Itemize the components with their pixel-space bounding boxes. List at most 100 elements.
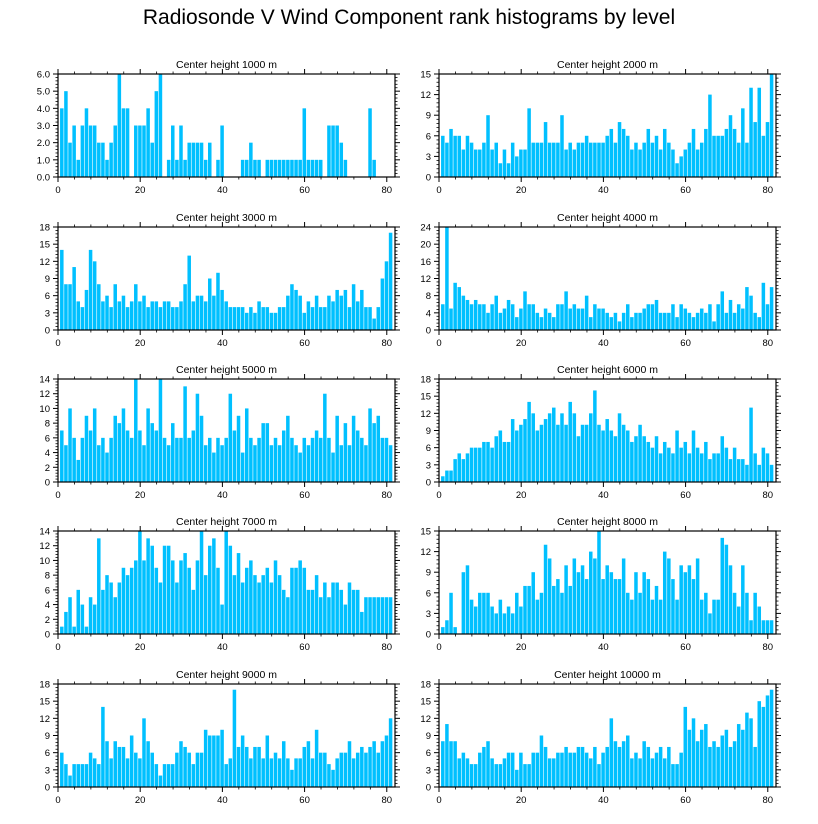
histogram-bar bbox=[277, 307, 282, 330]
y-tick-label: 12 bbox=[420, 409, 431, 420]
histogram-bar bbox=[212, 452, 216, 482]
x-tick-label: 40 bbox=[598, 490, 609, 501]
histogram-bar bbox=[80, 437, 85, 482]
histogram-bar bbox=[105, 159, 109, 177]
histogram-bar bbox=[281, 589, 286, 634]
histogram-bar bbox=[650, 758, 655, 787]
histogram-bar bbox=[76, 589, 81, 634]
histogram-bar bbox=[183, 386, 187, 482]
histogram-bar bbox=[527, 108, 531, 177]
histogram-bar bbox=[273, 560, 278, 634]
histogram-bar bbox=[510, 304, 515, 330]
histogram-bar bbox=[667, 746, 671, 787]
histogram-bar bbox=[724, 447, 729, 482]
histogram-bar bbox=[318, 437, 323, 482]
histogram-bar bbox=[527, 304, 531, 330]
histogram-bar bbox=[183, 553, 187, 634]
histogram-bar bbox=[134, 125, 138, 177]
histogram-bar bbox=[171, 423, 175, 482]
histogram-bar bbox=[269, 758, 274, 787]
histogram-bar bbox=[244, 746, 249, 787]
y-tick-label: 12 bbox=[39, 389, 50, 400]
histogram-bar bbox=[125, 575, 130, 634]
histogram-bar bbox=[183, 746, 187, 787]
y-tick-label: 3 bbox=[45, 765, 50, 776]
x-tick-label: 20 bbox=[135, 642, 146, 653]
histogram-bar bbox=[679, 156, 683, 177]
histogram-bar bbox=[162, 764, 167, 787]
histogram-bar bbox=[621, 128, 626, 177]
histogram-bar bbox=[712, 741, 716, 787]
histogram-bar bbox=[318, 159, 323, 177]
x-tick-label: 80 bbox=[762, 490, 773, 501]
histogram-bar bbox=[667, 558, 671, 634]
histogram-bar bbox=[109, 582, 113, 634]
histogram-bar bbox=[150, 423, 154, 482]
histogram-bar bbox=[654, 436, 659, 482]
histogram-bar bbox=[318, 752, 323, 787]
histogram-bar bbox=[179, 437, 183, 482]
histogram-bar bbox=[478, 447, 482, 482]
histogram-bar bbox=[724, 128, 729, 177]
histogram-bar bbox=[621, 558, 626, 634]
histogram-bar bbox=[597, 308, 601, 330]
histogram-bar bbox=[101, 706, 105, 787]
histogram-bar bbox=[331, 125, 335, 177]
x-tick-label: 80 bbox=[762, 795, 773, 806]
x-tick-label: 80 bbox=[381, 338, 392, 349]
histogram-bar bbox=[203, 445, 208, 482]
histogram-bar bbox=[376, 415, 381, 482]
histogram-bar bbox=[494, 613, 498, 634]
histogram-bar bbox=[129, 567, 134, 634]
histogram-bar bbox=[621, 312, 626, 330]
histogram-bar bbox=[465, 453, 470, 482]
histogram-bar bbox=[113, 597, 117, 634]
histogram-bar bbox=[244, 312, 249, 330]
histogram-bar bbox=[547, 312, 552, 330]
histogram-bar bbox=[244, 408, 249, 482]
y-tick-label: 12 bbox=[39, 714, 50, 725]
histogram-bar bbox=[380, 278, 385, 330]
histogram-bar bbox=[166, 159, 171, 177]
y-tick-label: 18 bbox=[420, 375, 431, 386]
histogram-bar bbox=[654, 752, 659, 787]
x-tick-label: 0 bbox=[55, 642, 60, 653]
histogram-bar bbox=[212, 295, 216, 330]
histogram-bar bbox=[364, 597, 368, 634]
histogram-bar bbox=[154, 567, 159, 634]
histogram-bar bbox=[609, 317, 614, 330]
histogram-bar bbox=[469, 447, 474, 482]
histogram-bar bbox=[679, 447, 683, 482]
histogram-bar bbox=[314, 575, 319, 634]
histogram-bar bbox=[613, 312, 618, 330]
histogram-bar bbox=[121, 108, 126, 177]
histogram-bar bbox=[347, 445, 352, 482]
histogram-bar bbox=[323, 307, 327, 330]
histogram-bar bbox=[749, 718, 753, 787]
y-tick-label: 12 bbox=[39, 541, 50, 552]
histogram-bar bbox=[150, 142, 154, 177]
x-tick-label: 40 bbox=[217, 490, 228, 501]
y-tick-label: 6 bbox=[426, 131, 431, 142]
histogram-bar bbox=[335, 582, 339, 634]
y-tick-label: 3 bbox=[45, 308, 50, 319]
histogram-bar bbox=[445, 227, 449, 330]
x-tick-label: 80 bbox=[762, 338, 773, 349]
histogram-bar bbox=[105, 575, 109, 634]
histogram-bar bbox=[150, 301, 154, 330]
histogram-bar bbox=[630, 317, 634, 330]
histogram-bar bbox=[732, 592, 737, 634]
x-tick-label: 40 bbox=[598, 642, 609, 653]
histogram-bar bbox=[535, 599, 540, 634]
histogram-bar bbox=[621, 424, 626, 482]
x-tick-label: 40 bbox=[217, 642, 228, 653]
histogram-bar bbox=[175, 752, 179, 787]
histogram-bar bbox=[625, 304, 630, 330]
histogram-bar bbox=[134, 560, 138, 634]
histogram-bar bbox=[453, 627, 457, 634]
histogram-bar bbox=[208, 142, 212, 177]
histogram-bar bbox=[683, 572, 688, 634]
histogram-bar bbox=[212, 538, 216, 634]
y-tick-label: 6.0 bbox=[37, 70, 50, 81]
histogram-bar bbox=[745, 592, 749, 634]
